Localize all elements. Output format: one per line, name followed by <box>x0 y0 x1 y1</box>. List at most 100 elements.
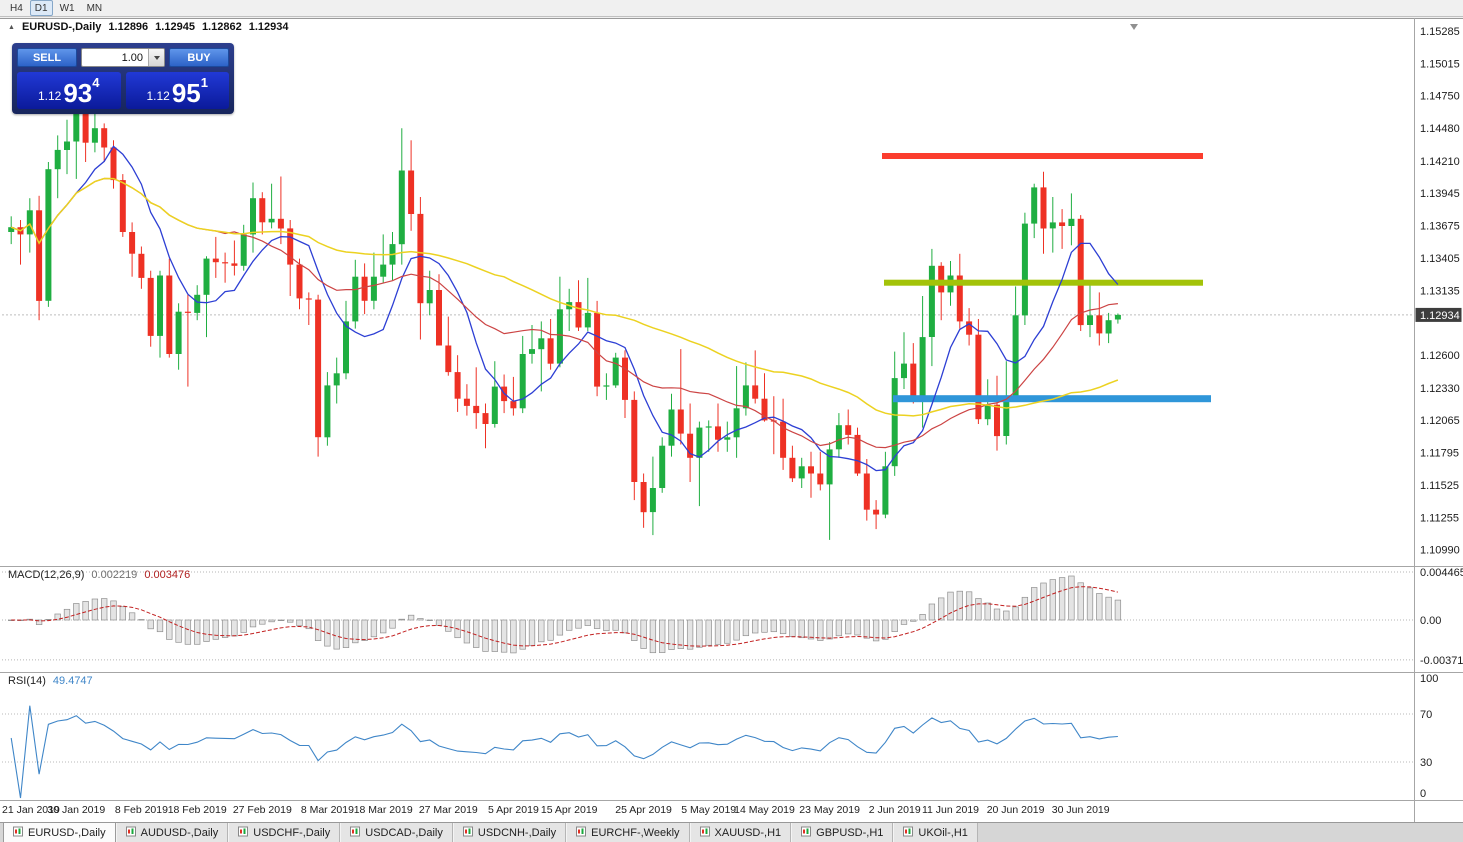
sell-price-pip: 4 <box>92 75 100 90</box>
tab-label: AUDUSD-,Daily <box>140 826 219 839</box>
buy-price-display[interactable]: 1.12 95 1 <box>125 72 229 109</box>
chart-tab-audusd[interactable]: AUDUSD-,Daily <box>115 823 229 842</box>
svg-text:11 Jun 2019: 11 Jun 2019 <box>922 804 979 816</box>
tab-chart-icon <box>576 826 587 840</box>
ma-slow-yellow <box>10 177 1119 417</box>
buy-button[interactable]: BUY <box>169 48 229 67</box>
svg-text:1.12065: 1.12065 <box>1420 415 1460 427</box>
svg-text:-0.003715: -0.003715 <box>1420 655 1463 667</box>
scroll-to-end-icon[interactable] <box>1130 24 1138 30</box>
price-axis[interactable]: 1.15285 1.15015 1.14750 1.14480 1.14210 1.139… <box>1420 26 1460 557</box>
tab-chart-icon <box>903 826 914 840</box>
tab-chart-icon <box>350 826 361 840</box>
timeframe-button-d1[interactable]: D1 <box>29 0 53 16</box>
rsi-line <box>10 705 1118 799</box>
volume-value[interactable]: 1.00 <box>121 51 143 64</box>
tab-label: USDCAD-,Daily <box>365 826 443 839</box>
breakout-line[interactable] <box>884 279 1203 286</box>
svg-text:1.13675: 1.13675 <box>1420 220 1460 232</box>
buy-price-pip: 1 <box>200 75 208 90</box>
svg-text:23 May 2019: 23 May 2019 <box>799 804 860 816</box>
tab-chart-icon <box>699 826 710 840</box>
svg-text:1.11255: 1.11255 <box>1420 513 1459 525</box>
svg-text:15 Apr 2019: 15 Apr 2019 <box>541 804 598 816</box>
candles-layer <box>8 77 1121 540</box>
panel-separators <box>0 18 1463 822</box>
rsi-value: 49.4747 <box>52 675 93 687</box>
macd-name: MACD(12,26,9) <box>8 569 85 581</box>
tab-label: XAUUSD-,H1 <box>714 826 782 839</box>
timeframe-toolbar: H4 D1 W1 MN <box>0 0 1463 17</box>
tab-chart-icon <box>801 826 812 840</box>
one-click-trading-panel: SELL 1.00 BUY 1.12 93 4 1.12 95 1 <box>12 43 234 114</box>
sell-price-prefix: 1.12 <box>37 89 62 103</box>
svg-text:1.12600: 1.12600 <box>1420 350 1460 362</box>
svg-text:1.11795: 1.11795 <box>1420 447 1459 459</box>
svg-text:5 May 2019: 5 May 2019 <box>681 804 736 816</box>
current-price-badge: 1.12934 <box>1415 307 1462 322</box>
buy-price-prefix: 1.12 <box>146 89 170 103</box>
volume-dropdown-button[interactable] <box>148 49 164 66</box>
svg-text:0: 0 <box>1420 788 1426 800</box>
volume-input[interactable]: 1.00 <box>81 48 165 67</box>
chart-tab-xauusd[interactable]: XAUUSD-,H1 <box>689 823 792 842</box>
sell-button[interactable]: SELL <box>17 48 77 67</box>
svg-text:0.00: 0.00 <box>1420 615 1441 627</box>
quote-close: 1.12934 <box>248 21 289 33</box>
chevron-down-icon <box>153 55 160 60</box>
svg-text:25 Apr 2019: 25 Apr 2019 <box>615 804 672 816</box>
quote-open: 1.12896 <box>108 21 149 33</box>
svg-text:1.13405: 1.13405 <box>1420 253 1460 265</box>
svg-text:1.12934: 1.12934 <box>1420 310 1460 322</box>
tab-label: USDCNH-,Daily <box>477 826 557 839</box>
svg-text:8 Mar 2019: 8 Mar 2019 <box>301 804 354 816</box>
svg-text:2 Jun 2019: 2 Jun 2019 <box>869 804 921 816</box>
chart-tab-usdcad[interactable]: USDCAD-,Daily <box>340 823 453 842</box>
svg-text:21 Jan 2019: 21 Jan 2019 <box>2 804 60 816</box>
timeframe-button-mn[interactable]: MN <box>86 2 103 14</box>
quote-low: 1.12862 <box>201 21 242 33</box>
tab-chart-icon <box>125 826 136 840</box>
resistance-line[interactable] <box>882 153 1203 159</box>
collapse-panel-icon[interactable]: ▲ <box>8 23 15 31</box>
moving-averages-layer <box>10 145 1119 472</box>
quote-line: ▲ EURUSD-,Daily 1.12896 1.12945 1.12862 … <box>8 21 288 33</box>
svg-text:1.14750: 1.14750 <box>1420 91 1460 103</box>
chart-symbol-title: EURUSD-,Daily <box>21 21 102 33</box>
sell-price-big: 93 <box>63 78 93 108</box>
chart-tab-ukoil[interactable]: UKOil-,H1 <box>893 823 978 842</box>
chart-tab-usdchf[interactable]: USDCHF-,Daily <box>228 823 341 842</box>
svg-text:0.004465: 0.004465 <box>1420 567 1463 579</box>
svg-text:70: 70 <box>1420 709 1432 721</box>
macd-signal-value: 0.003476 <box>144 569 191 581</box>
chart-tab-usdcnh[interactable]: USDCNH-,Daily <box>452 823 567 842</box>
macd-signal-line <box>11 586 1119 647</box>
timeframe-button-h4[interactable]: H4 <box>10 2 23 14</box>
svg-text:30 Jan 2019: 30 Jan 2019 <box>47 804 105 816</box>
tab-label: USDCHF-,Daily <box>253 826 331 839</box>
tab-chart-icon <box>13 826 23 840</box>
chart-area[interactable] <box>0 18 1463 822</box>
svg-text:1.11525: 1.11525 <box>1420 480 1459 492</box>
chart-tab-eurchf[interactable]: EURCHF-,Weekly <box>566 823 690 842</box>
svg-text:1.13135: 1.13135 <box>1420 286 1460 298</box>
svg-text:27 Mar 2019: 27 Mar 2019 <box>419 804 478 816</box>
tab-label: UKOil-,H1 <box>918 826 968 839</box>
svg-text:30: 30 <box>1420 757 1432 769</box>
quote-high: 1.12945 <box>155 21 195 33</box>
chart-tab-gbpusd[interactable]: GBPUSD-,H1 <box>791 823 894 842</box>
svg-text:1.15285: 1.15285 <box>1420 26 1460 38</box>
timeframe-button-w1[interactable]: W1 <box>59 2 75 14</box>
svg-text:27 Feb 2019: 27 Feb 2019 <box>233 804 292 816</box>
svg-text:1.13945: 1.13945 <box>1420 188 1460 200</box>
svg-text:18 Feb 2019: 18 Feb 2019 <box>168 804 227 816</box>
macd-main-value: 0.002219 <box>91 569 138 581</box>
sell-price-display[interactable]: 1.12 93 4 <box>17 72 121 109</box>
svg-text:14 May 2019: 14 May 2019 <box>734 804 795 816</box>
ma-fast-blue <box>10 145 1119 472</box>
macd-gridlines: 0.004465 0.00 -0.003715 <box>2 567 1463 667</box>
chart-tab-eurusd[interactable]: EURUSD-,Daily <box>3 823 116 842</box>
macd-indicator-label: MACD(12,26,9) 0.002219 0.003476 <box>8 569 190 581</box>
